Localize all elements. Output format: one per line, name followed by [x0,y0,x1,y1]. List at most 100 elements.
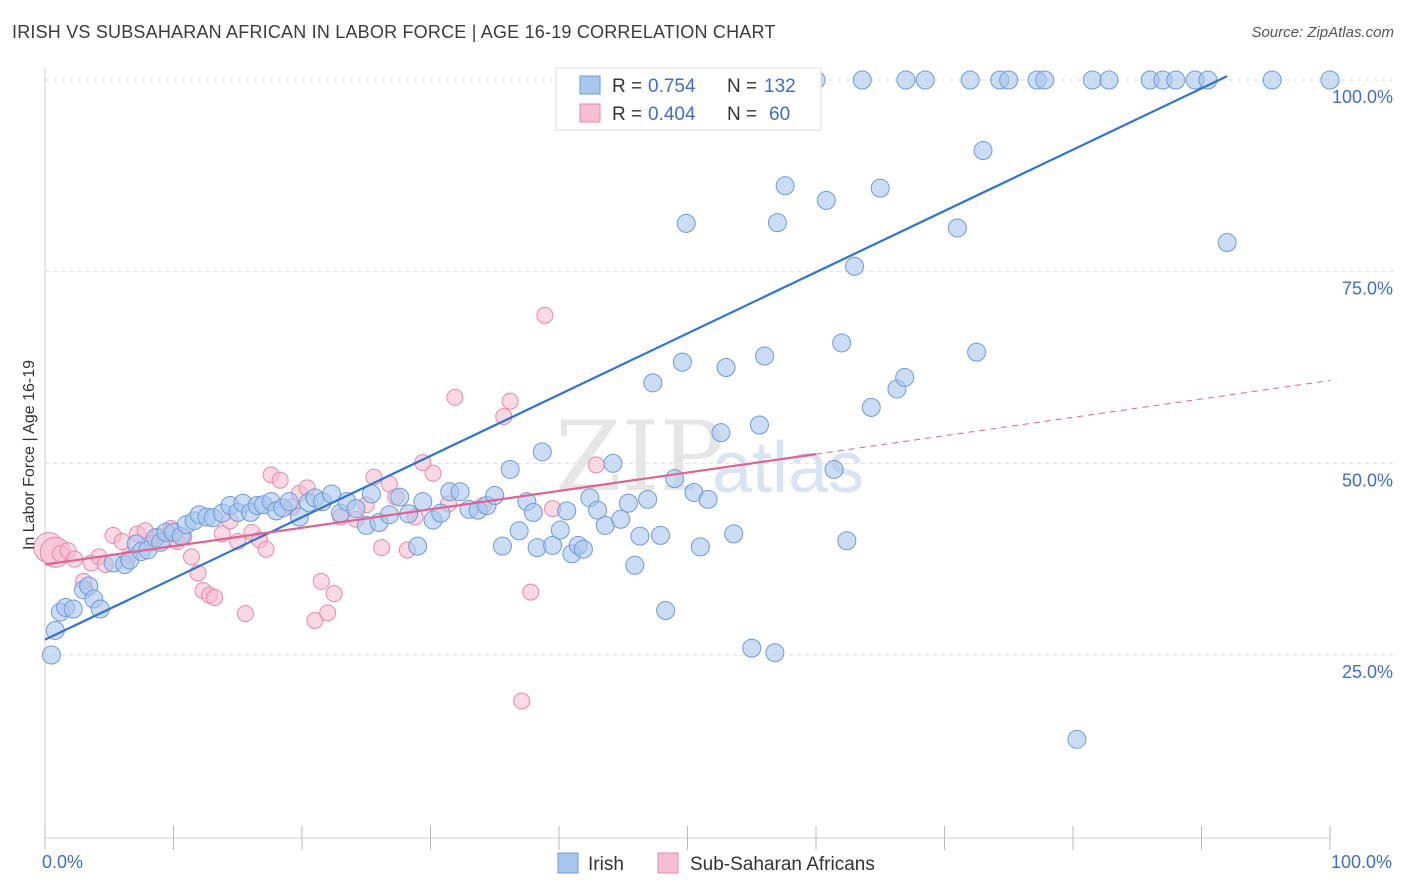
irish-point [643,373,663,393]
points-irish [41,70,1340,749]
irish-point [742,638,762,658]
irish-point [1262,70,1282,90]
irish-point [775,176,795,196]
irish-point [749,415,769,435]
ssa-point [206,589,224,606]
irish-point [1166,70,1186,90]
irish-point [896,70,916,90]
ssa-point [319,604,337,622]
bottom-legend-swatch-irish [557,852,579,874]
irish-point [711,423,731,443]
ssa-point [325,585,343,603]
irish-point [690,537,710,557]
legend-n-value-2: 60 [769,104,790,125]
ssa-trend-line [44,453,817,566]
irish-point [1217,233,1237,253]
irish-point [1035,70,1055,90]
irish-point [656,601,676,621]
irish-point [767,213,787,233]
irish-point [346,499,366,519]
irish-point [870,178,890,198]
irish-point [755,346,775,366]
irish-point [523,502,543,522]
ssa-point [182,548,200,566]
y-tick-label-100: 100.0% [1332,87,1393,107]
irish-point [557,501,577,521]
legend-r-value-1: 0.754 [648,76,696,97]
irish-point [915,70,935,90]
irish-point [861,397,881,417]
irish-point [895,367,915,387]
irish-point [550,520,570,540]
irish-point [845,256,865,276]
ssa-point [446,388,464,406]
y-axis-label: In Labor Force | Age 16-19 [21,360,38,550]
ssa-point [257,540,275,558]
bottom-legend-irish: Irish [588,854,624,875]
irish-point [832,333,852,353]
y-tick-label-25: 25.0% [1342,662,1393,682]
irish-point [973,141,993,161]
bottom-legend-swatch-ssa [657,852,679,874]
legend-swatch-irish [579,75,601,95]
legend-box: R = 0.754 N = 132 R = 0.404 N = 60 [555,67,822,131]
irish-point [279,492,299,512]
irish-point [413,492,433,512]
x-tick-label-max: 100.0% [1331,852,1392,872]
irish-point [651,525,671,545]
ssa-point [522,583,540,601]
legend-n-label-1: N = [727,76,757,97]
irish-point [824,459,844,479]
legend-r-value-2: 0.404 [648,104,696,125]
irish-point [500,459,520,479]
irish-point [450,482,470,502]
legend-swatch-ssa [579,103,601,123]
irish-point [618,493,638,513]
legend-r-label-2: R = [612,104,642,125]
irish-point [408,536,428,556]
ssa-point [373,539,391,557]
irish-point [698,489,718,509]
irish-point [816,190,836,210]
irish-point [999,70,1019,90]
irish-point [724,524,744,544]
bottom-legend-ssa: Sub-Saharan Africans [690,854,875,875]
ssa-point [424,464,442,482]
chart-title: IRISH VS SUBSAHARAN AFRICAN IN LABOR FOR… [12,22,776,42]
irish-point [543,535,563,555]
ssa-point [587,456,605,474]
irish-point [947,218,967,238]
irish-point [63,599,83,619]
irish-point [509,521,529,541]
irish-point [1067,729,1087,749]
irish-point [638,489,658,509]
irish-point [630,526,650,546]
irish-point [603,453,623,473]
irish-point [588,500,608,520]
irish-point [960,70,980,90]
legend-r-label-1: R = [612,76,642,97]
irish-point [672,352,692,372]
source-credit: Source: ZipAtlas.com [1251,24,1394,41]
x-tick-label-min: 0.0% [42,852,83,872]
bottom-legend: Irish Sub-Saharan Africans [557,852,875,875]
ssa-point [312,572,330,590]
legend-n-value-1: 132 [764,76,796,97]
irish-point [676,213,696,233]
irish-point [967,342,987,362]
ssa-point [271,471,289,489]
ssa-point [236,605,254,623]
trend-lines [44,75,1331,641]
irish-point [716,358,736,377]
ssa-point [513,692,531,710]
irish-point [625,555,645,575]
irish-point [573,539,593,559]
ssa-point [306,612,324,629]
irish-point [1099,70,1119,90]
axes: 25.0% 50.0% 75.0% 100.0% [44,68,1393,850]
ssa-point [501,392,519,410]
irish-point [852,70,872,90]
irish-trend-line [44,75,1228,641]
irish-point [765,643,785,663]
